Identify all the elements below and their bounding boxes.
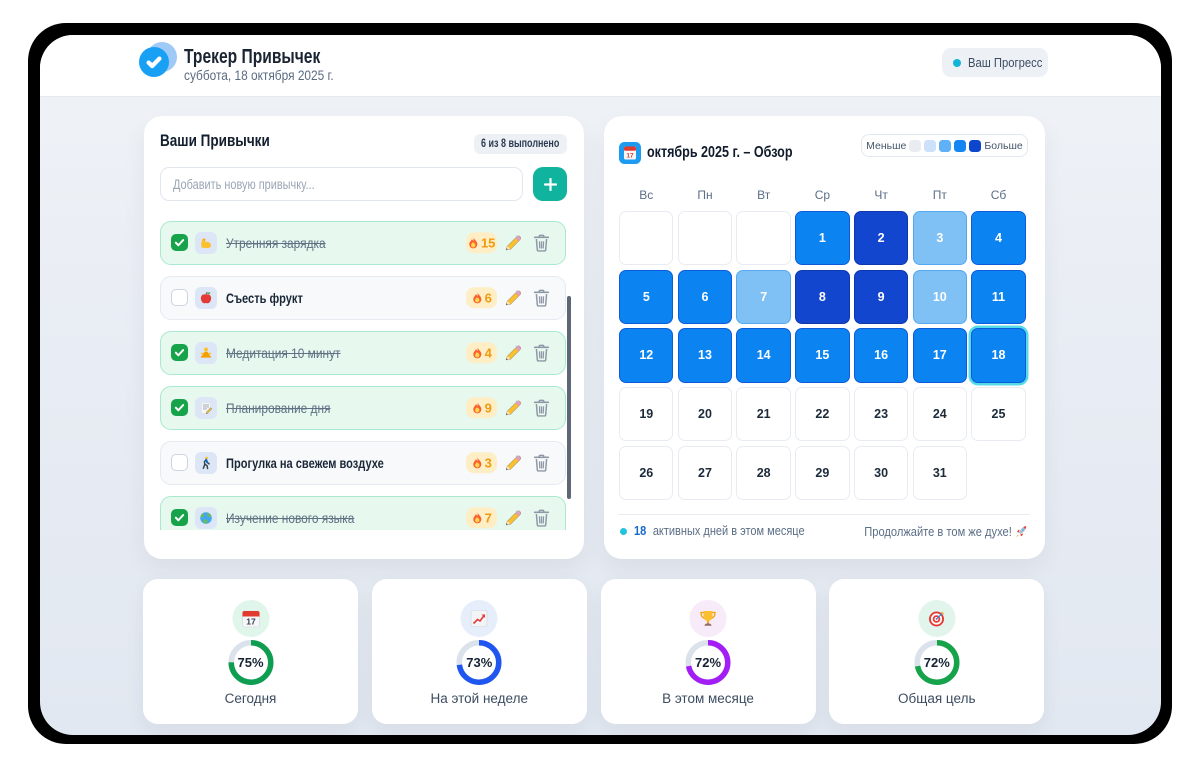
svg-text:17: 17 [626,152,634,159]
svg-text:17: 17 [246,616,256,626]
